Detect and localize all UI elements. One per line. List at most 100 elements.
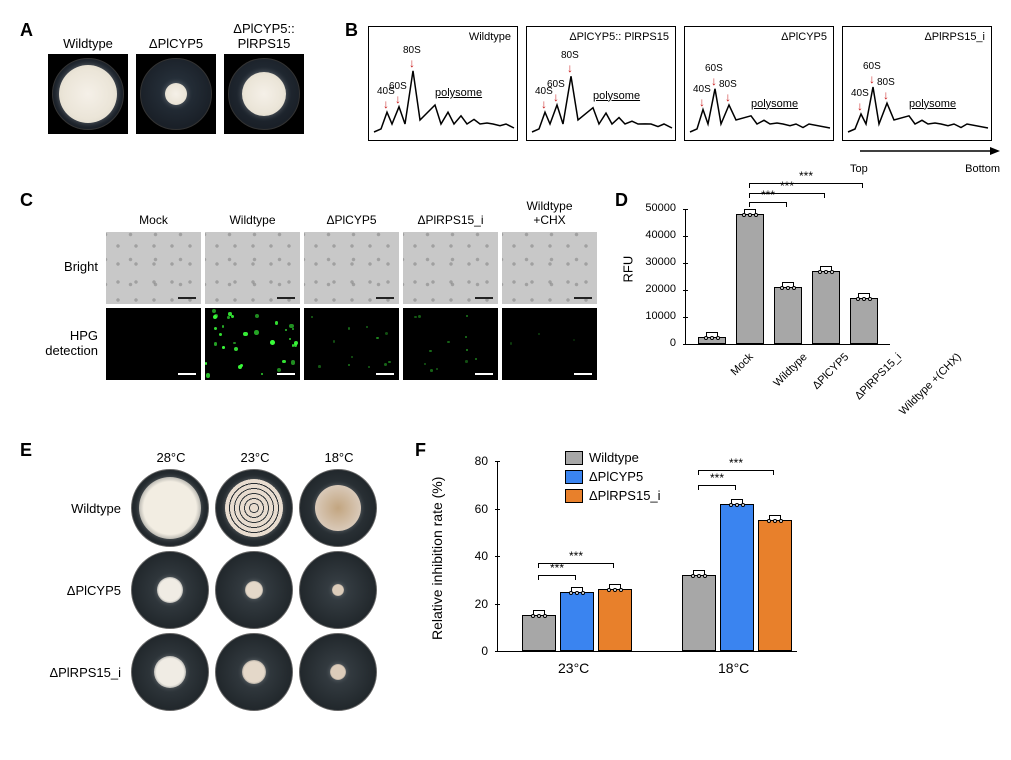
significance-stars: *** [729,456,743,470]
peak-label-60S: 60S [389,81,407,92]
xtick-label: Wildtype [771,351,809,389]
petri-cell [131,469,209,547]
fluorescence-image [502,308,597,380]
peak-label-80S: 80S [719,79,737,90]
profile-title: ΔPlCYP5 [781,31,827,43]
brightfield-image [502,232,597,304]
strain-label: ΔPlRPS15_i [42,665,127,680]
panel-label-d: D [615,190,628,211]
arrow-icon: ↓ [699,96,705,108]
polysome-profile: ΔPlCYP540S↓60S↓80S↓polysome [684,26,834,141]
peak-label-80S: 80S [403,45,421,56]
panel-c: MockWildtypeΔPlCYP5ΔPlRPS15_iWildtype +C… [42,200,597,380]
ytick-label: 30000 [645,256,676,268]
profile-title: ΔPlCYP5:: PlRPS15 [569,31,669,43]
polysome-profile: ΔPlCYP5:: PlRPS1540S↓60S↓80S↓polysome [526,26,676,141]
petri-cell [215,551,293,629]
panel-label-b: B [345,20,358,41]
legend-swatch [565,451,583,465]
peak-label-60S: 60S [863,61,881,72]
petri-cell [131,633,209,711]
arrow-icon: ↓ [553,91,559,103]
legend-label: ΔPlRPS15_i [589,488,661,503]
xtick-label: ΔPlCYP5 [810,351,851,392]
bar [736,214,764,344]
petri-title: Wildtype [48,37,128,52]
petri-unit: ΔPlCYP5 [136,37,216,134]
polysome-label: polysome [593,90,640,102]
xtick-label: ΔPlRPS15_i [853,351,904,402]
brightfield-image [304,232,399,304]
polysome-profile: ΔPlRPS15_i40S↓60S↓80S↓polysome [842,26,992,141]
micro-column-head: ΔPlCYP5 [304,214,399,228]
panel-label-e: E [20,440,32,461]
xtick-label: Wildtype +(CHX) [897,351,964,418]
chart-d-ylabel: RFU [621,256,636,283]
panel-label-c: C [20,190,33,211]
arrow-icon: ↓ [883,89,889,101]
petri-cell [215,633,293,711]
panel-f: Relative inhibition rate (%) WildtypeΔPl… [435,452,815,697]
arrow-icon: ↓ [395,93,401,105]
polysome-profile: Wildtype40S↓60S↓80S↓polysome [368,26,518,141]
petri-cell [215,469,293,547]
arrow-icon: ↓ [857,100,863,112]
micro-row-label: Bright [42,232,102,304]
profile-title: Wildtype [469,31,511,43]
significance-bracket [749,193,825,198]
polysome-label: polysome [751,98,798,110]
figure: A WildtypeΔPlCYP5ΔPlCYP5:: PlRPS15 B Abs… [20,20,991,740]
petri-dish [136,54,216,134]
brightfield-image [106,232,201,304]
bar [698,337,726,344]
arrow-icon: ↓ [409,57,415,69]
bar [598,589,632,651]
ytick-label: 0 [670,337,676,349]
fluorescence-image [403,308,498,380]
petri-unit: ΔPlCYP5:: PlRPS15 [224,22,304,134]
bar [758,520,792,651]
peak-label-80S: 80S [877,77,895,88]
ytick-label: 20 [475,597,488,611]
gradient-bottom: Bottom [965,163,1000,175]
legend-swatch [565,470,583,484]
bar [560,592,594,651]
ytick-label: 40000 [645,229,676,241]
petri-title: ΔPlCYP5 [136,37,216,52]
gradient-top: Top [850,163,868,175]
bar [720,504,754,651]
legend-swatch [565,489,583,503]
micro-row-label: HPG detection [42,308,102,380]
legend-label: ΔPlCYP5 [589,469,643,484]
xtick-label: 23°C [558,660,589,676]
temp-head: 28°C [131,450,211,465]
significance-stars: *** [799,169,813,183]
peak-label-40S: 40S [693,84,711,95]
peak-label-60S: 60S [547,79,565,90]
arrow-icon: ↓ [725,91,731,103]
fluorescence-image [304,308,399,380]
petri-cell [299,633,377,711]
panel-d: RFU 01000020000300004000050000MockWildty… [630,200,900,405]
legend-item: ΔPlRPS15_i [565,488,661,503]
petri-unit: Wildtype [48,37,128,134]
significance-bracket [538,575,576,580]
arrow-icon: ↓ [541,98,547,110]
peak-label-60S: 60S [705,63,723,74]
bar [812,271,840,344]
arrow-icon: ↓ [711,75,717,87]
brightfield-image [205,232,300,304]
petri-cell [299,469,377,547]
petri-dish [224,54,304,134]
bar [850,298,878,344]
ytick-label: 10000 [645,310,676,322]
micro-column-head: ΔPlRPS15_i [403,214,498,228]
significance-bracket [749,183,863,188]
chart-f-ylabel: Relative inhibition rate (%) [429,477,445,640]
legend-item: ΔPlCYP5 [565,469,661,484]
petri-cell [131,551,209,629]
strain-label: Wildtype [42,501,127,516]
panel-label-a: A [20,20,33,41]
panel-e: 28°C23°C18°CWildtypeΔPlCYP5ΔPlRPS15_i [42,450,379,711]
arrow-icon: ↓ [383,98,389,110]
